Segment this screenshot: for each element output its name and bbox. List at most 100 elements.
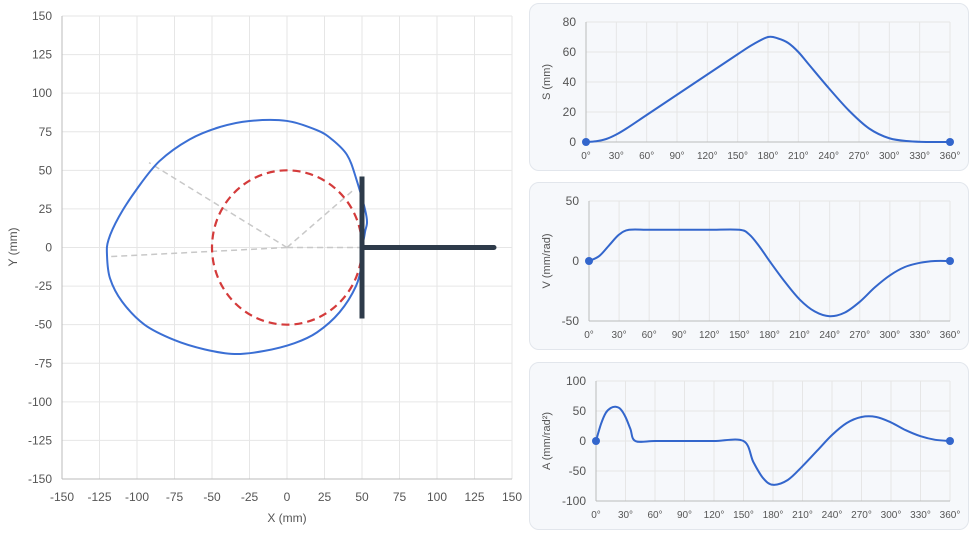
s-end-point [946, 138, 954, 146]
a-y-tick-label: 100 [566, 374, 586, 388]
s-x-tick-label: 270° [849, 151, 870, 162]
cam-y-tick-label: 75 [39, 125, 53, 139]
s-x-tick-label: 60° [639, 151, 654, 162]
a-x-tick-label: 360° [940, 510, 961, 521]
cam-y-tick-label: -50 [35, 318, 53, 332]
a-x-tick-label: 330° [910, 510, 931, 521]
a-end-point [946, 437, 954, 445]
cam-y-tick-label: -125 [28, 433, 52, 447]
s-y-tick-label: 80 [563, 15, 577, 29]
cam-x-tick-label: 0 [284, 490, 291, 504]
v-x-tick-label: 0° [584, 330, 594, 341]
v-x-tick-label: 330° [910, 330, 931, 341]
cam-x-tick-label: -75 [166, 490, 184, 504]
acceleration-grid [595, 380, 951, 502]
velocity-chart-card: 0° 30° 60° 90° 120° 150° 180° 210° 240° 270° 300° 3… [529, 182, 969, 350]
cam-y-tick-label: -100 [28, 395, 52, 409]
cam-x-tick-label: -50 [203, 490, 221, 504]
s-y-tick-label: 40 [563, 75, 577, 89]
cam-x-tick-label: 75 [393, 490, 407, 504]
cam-tick-labels: -150 -125 -100 -75 -50 -25 0 25 50 75 100 125 150 -15… [28, 9, 522, 504]
v-x-tick-label: 360° [940, 330, 961, 341]
cam-profile-curve [105, 118, 369, 356]
a-y-tick-label: -50 [569, 464, 587, 478]
v-x-tick-label: 90° [672, 330, 687, 341]
a-x-tick-label: 60° [647, 510, 662, 521]
acceleration-chart: 0° 30° 60° 90° 120° 150° 180° 210° 240° 270° 300° 3… [541, 374, 960, 521]
construction-line [148, 161, 288, 249]
a-y-tick-label: -100 [562, 494, 586, 508]
v-end-point [946, 257, 954, 265]
a-x-tick-label: 90° [677, 510, 692, 521]
cam-y-tick-label: 50 [39, 163, 53, 177]
cam-x-tick-label: -100 [125, 490, 149, 504]
velocity-chart: 0° 30° 60° 90° 120° 150° 180° 210° 240° 270° 300° 3… [541, 194, 961, 341]
cam-profile-chart: -150 -125 -100 -75 -50 -25 0 25 50 75 100 125 150 -15… [6, 9, 522, 525]
v-y-tick-label: -50 [562, 314, 580, 328]
acceleration-marks [592, 405, 954, 486]
v-x-tick-label: 120° [699, 330, 720, 341]
a-x-tick-label: 210° [792, 510, 813, 521]
a-x-tick-label: 300° [881, 510, 902, 521]
s-x-tick-label: 300° [879, 151, 900, 162]
a-x-tick-label: 240° [822, 510, 843, 521]
cam-y-tick-label: 25 [39, 202, 53, 216]
cam-y-tick-label: -25 [35, 279, 53, 293]
cam-y-tick-label: 125 [32, 48, 52, 62]
cam-x-tick-label: -25 [241, 490, 259, 504]
s-x-tick-label: 150° [727, 151, 748, 162]
a-x-tick-label: 30° [618, 510, 633, 521]
s-x-tick-label: 360° [940, 151, 961, 162]
displacement-chart-card: 0° 30° 60° 90° 120° 150° 180° 210° 240° 270° 300° 3… [529, 3, 969, 171]
v-x-tick-label: 180° [759, 330, 780, 341]
a-curve [595, 405, 951, 486]
s-x-tick-label: 240° [818, 151, 839, 162]
acceleration-y-axis-label: A (mm/rad²) [541, 412, 553, 470]
a-x-tick-label: 0° [591, 510, 601, 521]
displacement-grid [585, 21, 951, 143]
cam-x-tick-label: 150 [502, 490, 522, 504]
cam-x-tick-label: 50 [355, 490, 369, 504]
v-x-tick-label: 270° [849, 330, 870, 341]
v-x-tick-label: 210° [789, 330, 810, 341]
v-x-tick-label: 300° [879, 330, 900, 341]
v-y-tick-label: 50 [566, 194, 580, 208]
displacement-chart: 0° 30° 60° 90° 120° 150° 180° 210° 240° 270° 300° 3… [541, 15, 961, 162]
s-x-tick-label: 30° [609, 151, 624, 162]
v-curve [588, 228, 951, 318]
v-x-tick-label: 240° [819, 330, 840, 341]
cam-y-axis-label: Y (mm) [6, 227, 20, 266]
v-y-tick-label: 0 [572, 254, 579, 268]
a-x-tick-label: 120° [704, 510, 725, 521]
velocity-y-axis-label: V (mm/rad) [541, 234, 553, 289]
cam-x-tick-label: -150 [50, 490, 74, 504]
v-x-tick-label: 30° [612, 330, 627, 341]
cam-y-tick-label: 150 [32, 9, 52, 23]
a-x-tick-label: 150° [733, 510, 754, 521]
cam-marks [105, 118, 497, 356]
cam-y-tick-label: 0 [45, 241, 52, 255]
construction-line [106, 246, 288, 258]
cam-y-tick-label: -75 [35, 356, 53, 370]
s-y-tick-label: 60 [563, 45, 577, 59]
a-y-tick-label: 50 [573, 404, 587, 418]
acceleration-tick-labels: 0° 30° 60° 90° 120° 150° 180° 210° 240° 270° 300° 3… [562, 374, 960, 521]
construction-line [286, 189, 354, 249]
v-x-tick-label: 150° [729, 330, 750, 341]
s-y-tick-label: 0 [569, 135, 576, 149]
s-x-tick-label: 180° [758, 151, 779, 162]
s-start-point [582, 138, 590, 146]
cam-x-tick-label: 100 [427, 490, 447, 504]
cam-x-tick-label: -125 [87, 490, 111, 504]
cam-y-tick-label: -150 [28, 472, 52, 486]
cam-x-tick-label: 25 [318, 490, 332, 504]
s-x-tick-label: 120° [697, 151, 718, 162]
displacement-tick-labels: 0° 30° 60° 90° 120° 150° 180° 210° 240° 270° 300° 3… [563, 15, 961, 162]
s-x-tick-label: 210° [788, 151, 809, 162]
velocity-tick-labels: 0° 30° 60° 90° 120° 150° 180° 210° 240° 270° 300° 3… [562, 194, 961, 341]
a-x-tick-label: 270° [851, 510, 872, 521]
cam-x-axis-label: X (mm) [267, 511, 306, 525]
v-start-point [585, 257, 593, 265]
displacement-y-axis-label: S (mm) [541, 64, 553, 100]
cam-x-tick-label: 125 [464, 490, 484, 504]
